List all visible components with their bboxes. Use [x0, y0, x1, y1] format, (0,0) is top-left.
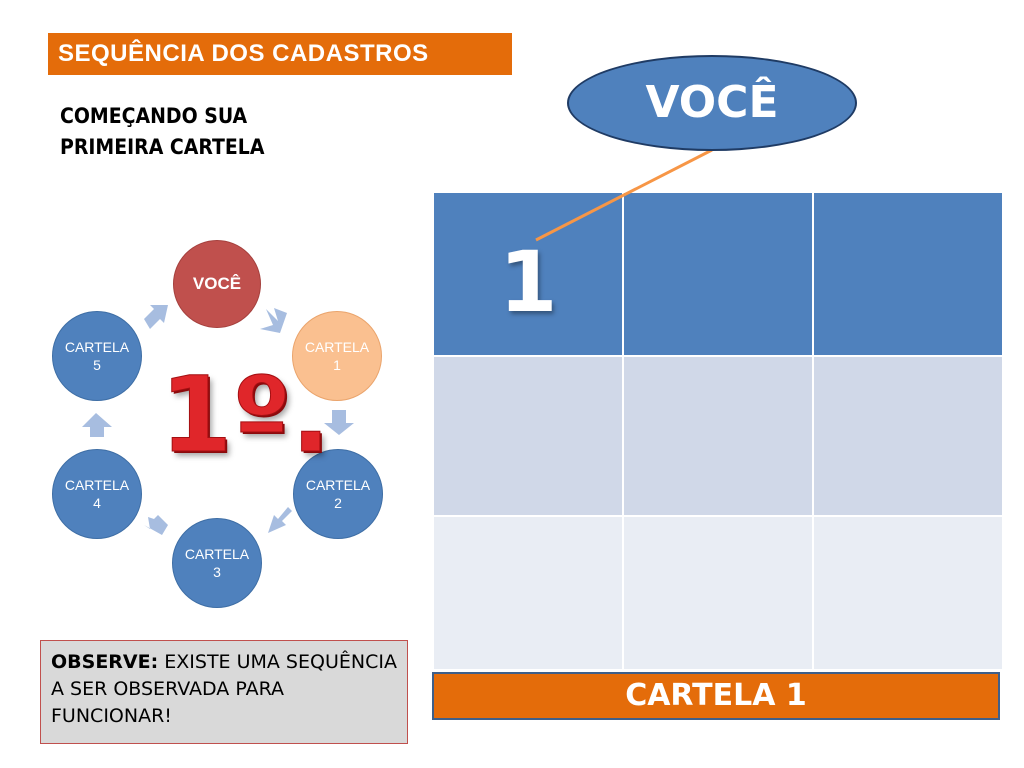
cell-number: 1	[499, 233, 558, 331]
callout-label: VOCÊ	[645, 77, 779, 128]
arrow-icon	[268, 507, 292, 533]
voce-callout: VOCÊ	[567, 55, 857, 151]
node-label: CARTELA	[184, 546, 250, 562]
cycle-node-cartela-1: CARTELA 1	[292, 311, 382, 401]
cycle-node-cartela-2: CARTELA 2	[293, 449, 383, 539]
node-label: VOCÊ	[192, 274, 242, 293]
grid-cell	[622, 191, 815, 357]
header-title: SEQUÊNCIA DOS CADASTROS	[58, 40, 429, 67]
footer-label: CARTELA 1	[625, 678, 807, 713]
arrow-icon	[144, 305, 168, 329]
subtitle-line-1: COMEÇANDO SUA	[60, 104, 248, 128]
grid-cell	[431, 515, 625, 671]
observe-label: OBSERVE:	[51, 651, 159, 673]
node-number: 1	[333, 357, 341, 373]
arrow-icon	[82, 413, 112, 437]
cycle-node-cartela-3: CARTELA 3	[172, 518, 262, 608]
grid-cell	[622, 355, 815, 517]
cycle-node-voce: VOCÊ	[173, 240, 261, 328]
arrow-icon	[324, 410, 354, 435]
arrow-icon	[144, 515, 168, 535]
cartela-grid: 1	[431, 191, 1004, 671]
ordinal-label: 1º.	[160, 354, 332, 476]
observe-text: EXISTE UMA SEQUÊNCIA A SER OBSERVADA PAR…	[51, 651, 397, 727]
cycle-diagram: VOCÊ CARTELA 1 CARTELA 2 CARTELA 3 CARTE…	[30, 225, 400, 615]
grid-cell	[431, 355, 625, 517]
node-number: 5	[93, 357, 101, 373]
node-number: 2	[334, 495, 342, 511]
node-number: 3	[213, 564, 221, 580]
node-number: 4	[93, 495, 101, 511]
subtitle: COMEÇANDO SUA PRIMEIRA CARTELA	[60, 101, 360, 163]
subtitle-line-2: PRIMEIRA CARTELA	[60, 135, 265, 159]
grid-cell	[812, 515, 1004, 671]
cycle-node-cartela-5: CARTELA 5	[52, 311, 142, 401]
node-label: CARTELA	[305, 477, 371, 493]
cycle-arrows	[82, 305, 354, 535]
observe-note: OBSERVE: EXISTE UMA SEQUÊNCIA A SER OBSE…	[40, 640, 408, 744]
header-banner: SEQUÊNCIA DOS CADASTROS	[48, 33, 512, 75]
node-label: CARTELA	[64, 477, 130, 493]
grid-cell	[812, 355, 1004, 517]
cycle-node-cartela-4: CARTELA 4	[52, 449, 142, 539]
grid-cell	[812, 191, 1004, 357]
node-label: CARTELA	[304, 339, 370, 355]
footer-banner: CARTELA 1	[432, 672, 1000, 720]
grid-cell	[622, 515, 815, 671]
arrow-icon	[260, 308, 287, 333]
grid-cell: 1	[431, 191, 625, 357]
node-label: CARTELA	[64, 339, 130, 355]
